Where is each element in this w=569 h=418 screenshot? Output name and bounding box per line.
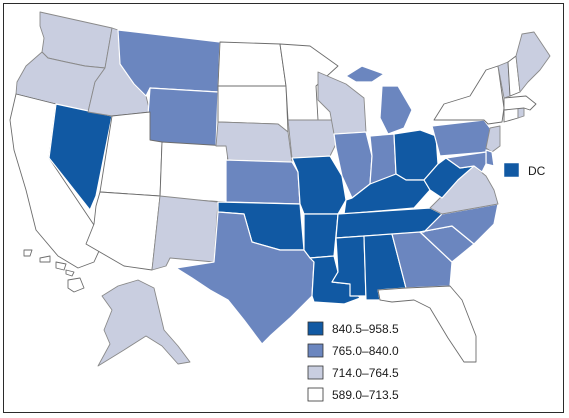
- states-layer: [9, 11, 551, 367]
- state-wy: [145, 87, 219, 147]
- legend-label: 589.0–713.5: [332, 388, 399, 402]
- legend-swatch: [307, 365, 324, 380]
- state-de: [485, 149, 495, 167]
- state-nd: [217, 41, 287, 87]
- state-pa: [431, 119, 491, 157]
- state-md: [445, 151, 487, 173]
- state-la: [309, 255, 361, 305]
- legend-swatch: [307, 343, 324, 358]
- dc-swatch: [503, 162, 520, 178]
- dc-label: DC: [528, 164, 546, 178]
- state-ma: [503, 95, 537, 111]
- state-nj: [485, 125, 501, 153]
- state-tx: [175, 211, 315, 345]
- dc-callout: DC: [503, 162, 546, 178]
- legend-label: 765.0–840.0: [332, 344, 399, 358]
- state-hi: [23, 249, 85, 293]
- state-ri: [517, 107, 525, 119]
- legend: 840.5–958.5 765.0–840.0 714.0–764.5 589.0–7…: [307, 321, 399, 402]
- state-ak: [97, 279, 191, 367]
- legend-swatch: [307, 321, 324, 336]
- state-ar: [303, 213, 339, 259]
- state-ga: [391, 231, 453, 289]
- state-mi: [345, 65, 413, 135]
- state-az: [85, 191, 161, 271]
- state-me: [515, 31, 551, 93]
- state-mo: [291, 155, 347, 215]
- legend-swatch: [307, 387, 324, 402]
- state-ny: [433, 65, 505, 125]
- state-fl: [377, 285, 477, 363]
- legend-label: 840.5–958.5: [332, 322, 399, 336]
- state-nm: [151, 195, 219, 271]
- state-ia: [287, 119, 339, 159]
- state-mn: [279, 43, 339, 121]
- state-ne: [215, 121, 293, 163]
- legend-label: 714.0–764.5: [332, 366, 399, 380]
- state-co: [159, 141, 229, 203]
- state-ks: [225, 159, 301, 205]
